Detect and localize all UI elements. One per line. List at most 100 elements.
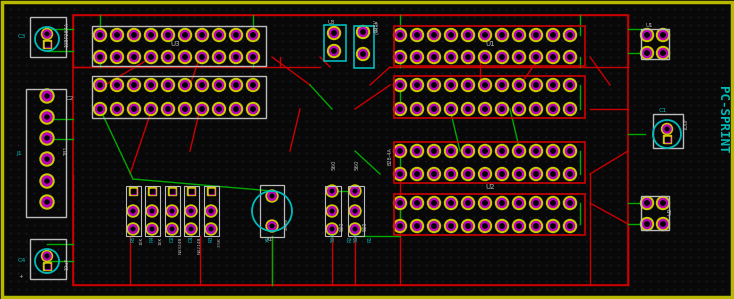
Circle shape <box>529 196 542 210</box>
Circle shape <box>231 30 241 39</box>
Circle shape <box>270 194 274 198</box>
Text: C2: C2 <box>66 97 74 101</box>
Circle shape <box>448 224 453 228</box>
Bar <box>129 187 137 195</box>
Bar <box>46 42 48 46</box>
Circle shape <box>445 144 457 158</box>
Circle shape <box>393 167 407 181</box>
Circle shape <box>393 219 407 233</box>
Circle shape <box>111 51 123 63</box>
Circle shape <box>462 28 474 42</box>
Circle shape <box>663 125 671 133</box>
Circle shape <box>326 223 338 235</box>
Circle shape <box>249 80 258 89</box>
Text: B28V: B28V <box>373 19 378 32</box>
Circle shape <box>413 170 421 179</box>
Circle shape <box>132 107 137 111</box>
Circle shape <box>128 103 140 115</box>
Circle shape <box>429 53 438 62</box>
Circle shape <box>217 83 221 87</box>
Circle shape <box>463 53 473 62</box>
Circle shape <box>349 205 361 217</box>
Circle shape <box>186 207 195 215</box>
Circle shape <box>129 30 139 39</box>
Circle shape <box>415 224 419 228</box>
Circle shape <box>361 30 366 34</box>
Circle shape <box>466 83 470 87</box>
Circle shape <box>127 205 139 217</box>
Circle shape <box>95 53 104 62</box>
Circle shape <box>517 33 521 37</box>
Circle shape <box>146 223 158 235</box>
Circle shape <box>550 33 555 37</box>
Circle shape <box>145 28 158 42</box>
Circle shape <box>548 222 558 231</box>
Circle shape <box>132 33 137 37</box>
Bar <box>204 186 219 236</box>
Circle shape <box>132 55 137 59</box>
Circle shape <box>495 144 509 158</box>
Circle shape <box>398 201 402 205</box>
Circle shape <box>398 83 402 87</box>
Circle shape <box>207 207 215 215</box>
Circle shape <box>432 33 436 37</box>
Circle shape <box>45 157 49 161</box>
Circle shape <box>195 28 208 42</box>
Text: U1: U1 <box>645 23 653 28</box>
Circle shape <box>181 80 189 89</box>
Circle shape <box>498 80 506 89</box>
Circle shape <box>166 205 178 217</box>
Circle shape <box>500 107 504 111</box>
Circle shape <box>183 83 187 87</box>
Circle shape <box>446 30 456 39</box>
Circle shape <box>214 30 223 39</box>
Circle shape <box>251 107 255 111</box>
Circle shape <box>398 55 402 59</box>
Circle shape <box>568 224 573 228</box>
Circle shape <box>195 103 208 115</box>
Circle shape <box>534 107 538 111</box>
Circle shape <box>111 103 123 115</box>
Circle shape <box>170 209 174 213</box>
Circle shape <box>195 79 208 91</box>
Circle shape <box>145 79 158 91</box>
Circle shape <box>42 176 52 186</box>
Circle shape <box>498 147 506 155</box>
Text: R1: R1 <box>368 236 372 242</box>
Circle shape <box>463 80 473 89</box>
Circle shape <box>483 107 487 111</box>
Circle shape <box>147 53 156 62</box>
Circle shape <box>661 51 665 55</box>
Circle shape <box>427 144 440 158</box>
Circle shape <box>565 30 575 39</box>
Circle shape <box>393 51 407 63</box>
Circle shape <box>112 30 122 39</box>
Circle shape <box>42 133 52 143</box>
Circle shape <box>42 154 52 164</box>
Circle shape <box>483 33 487 37</box>
Circle shape <box>463 199 473 208</box>
Circle shape <box>166 83 170 87</box>
Circle shape <box>432 224 436 228</box>
Circle shape <box>661 201 665 205</box>
Circle shape <box>432 172 436 176</box>
Text: 0.01uF: 0.01uF <box>376 20 380 34</box>
Circle shape <box>251 33 255 37</box>
Circle shape <box>548 147 558 155</box>
Circle shape <box>353 227 357 231</box>
Bar <box>131 189 135 193</box>
Circle shape <box>427 28 440 42</box>
Circle shape <box>565 80 575 89</box>
Circle shape <box>249 30 258 39</box>
Circle shape <box>463 170 473 179</box>
Circle shape <box>498 170 506 179</box>
Circle shape <box>398 33 402 37</box>
Circle shape <box>448 107 453 111</box>
Circle shape <box>200 107 204 111</box>
Circle shape <box>495 196 509 210</box>
Circle shape <box>213 51 225 63</box>
Circle shape <box>479 28 492 42</box>
Circle shape <box>178 103 192 115</box>
Circle shape <box>98 33 102 37</box>
Circle shape <box>529 219 542 233</box>
